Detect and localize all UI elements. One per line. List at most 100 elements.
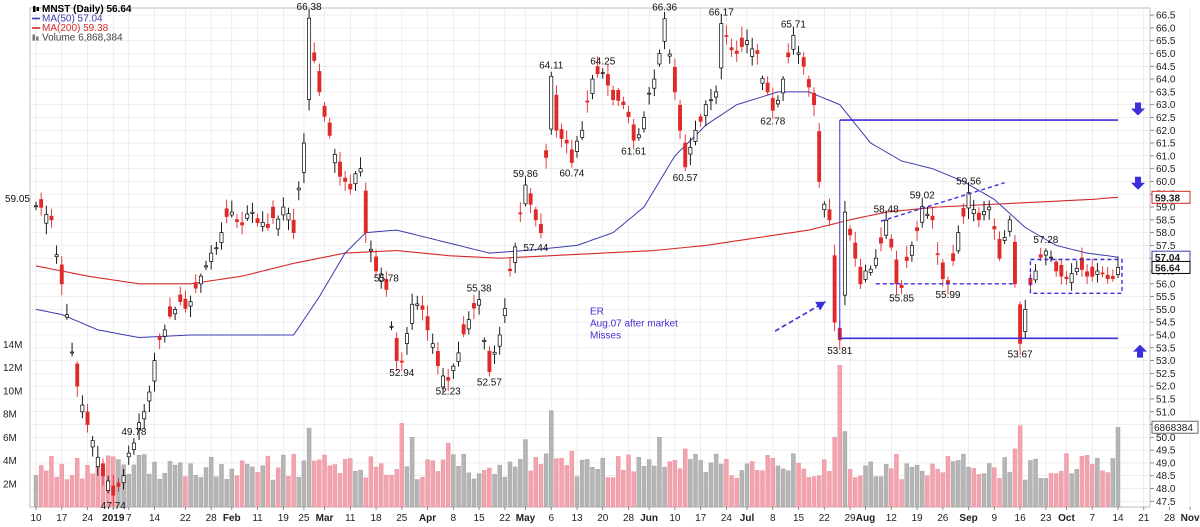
legend-entry: Volume 6,868,384 <box>42 33 123 44</box>
candle-body <box>672 66 677 93</box>
x-tick-label: 24 <box>82 513 94 524</box>
volume-bar <box>425 459 430 508</box>
y-tick-label: 60.0 <box>1156 177 1176 188</box>
candle-body <box>358 168 363 173</box>
volume-bar <box>868 461 873 508</box>
volume-bar <box>394 469 399 508</box>
volume-bar <box>889 468 894 508</box>
volume-bar <box>971 468 976 508</box>
candle-body <box>940 262 945 280</box>
volume-bar <box>512 466 518 508</box>
volume-bar <box>1074 469 1079 508</box>
volume-bar <box>38 465 44 508</box>
volume-bar <box>1038 478 1043 508</box>
candle-body <box>446 377 451 381</box>
candle-body <box>405 333 409 344</box>
volume-bar <box>760 470 765 508</box>
volume-bar <box>1023 479 1028 508</box>
x-tick-label: 22 <box>499 513 511 524</box>
y-tick-label: 54.5 <box>1156 318 1176 329</box>
candle-body <box>626 111 631 117</box>
candle-body <box>879 237 883 244</box>
candle-body <box>1110 275 1115 279</box>
y-tick-label: 58.5 <box>1156 215 1176 226</box>
candle-body <box>466 319 471 330</box>
candle-body <box>301 142 306 173</box>
price-annotation: 65.71 <box>781 19 806 30</box>
upper-trend-dashed <box>880 182 1005 222</box>
down-arrow-icon <box>1131 102 1145 116</box>
volume-bar <box>1115 427 1121 508</box>
candle-body <box>956 232 961 252</box>
volume-bar <box>430 460 435 508</box>
candle-body <box>600 72 605 75</box>
candle-body <box>142 411 147 420</box>
volume-bar <box>925 475 930 508</box>
volume-bar <box>327 465 332 508</box>
y-tick-label: 53.0 <box>1156 356 1176 367</box>
candle-body <box>322 105 327 117</box>
volume-bar <box>832 437 837 508</box>
volume-bar <box>482 470 487 508</box>
volume-bar <box>219 464 224 508</box>
y-tick-label: 64.5 <box>1156 62 1176 73</box>
volume-bar <box>265 455 271 508</box>
y-tick-label: 55.5 <box>1156 292 1176 303</box>
candle-body <box>585 100 590 103</box>
volume-bar <box>1033 458 1038 508</box>
candle-body <box>899 284 904 288</box>
volume-bar <box>126 474 131 508</box>
price-annotation: 55.38 <box>467 284 492 295</box>
y-tick-label: 58.0 <box>1156 228 1176 239</box>
volume-bar <box>1110 458 1116 508</box>
candle-body <box>168 306 172 317</box>
candle-body <box>472 303 476 309</box>
volume-bar <box>657 437 662 508</box>
x-tick-label: Aug <box>856 513 875 524</box>
candle-body <box>173 309 178 315</box>
volume-bar <box>641 465 647 508</box>
volume-bar <box>64 479 70 508</box>
candle-body <box>894 259 899 285</box>
volume-bar <box>342 459 348 508</box>
volume-bar <box>368 456 374 508</box>
price-annotation: 64.11 <box>539 60 564 71</box>
volume-bar <box>1100 470 1105 508</box>
candle-body <box>781 78 786 94</box>
volume-bar <box>178 462 183 508</box>
volume-bar <box>203 467 209 508</box>
candle-body <box>590 78 595 94</box>
volume-bar <box>703 472 709 508</box>
volume-bar <box>456 465 461 508</box>
volume-bar <box>791 453 796 508</box>
volume-bar <box>533 457 538 508</box>
candle-body <box>559 129 564 139</box>
candle-body <box>147 391 152 402</box>
y-tick-label: 48.0 <box>1156 484 1176 495</box>
volume-bar <box>507 461 513 508</box>
volume-bar <box>780 468 786 508</box>
volume-bar <box>1064 453 1069 508</box>
volume-bar <box>198 477 204 508</box>
x-tick-label: Jul <box>740 513 755 524</box>
volume-bar <box>698 460 703 508</box>
earnings-note-line: Misses <box>590 331 621 342</box>
volume-bar <box>672 459 678 508</box>
volume-bar <box>255 472 260 508</box>
x-tick-label: Feb <box>223 513 241 524</box>
x-tick-label: 11 <box>252 513 263 524</box>
volume-tag <box>1151 420 1199 434</box>
plot-frame <box>29 7 1151 508</box>
candle-body <box>477 299 482 306</box>
x-tick-label: 19 <box>911 513 923 524</box>
candle-body <box>209 252 214 262</box>
candle-body <box>631 124 636 141</box>
candle-body <box>317 71 322 93</box>
candle-body <box>101 463 105 477</box>
volume-bar <box>1017 425 1023 508</box>
candle-body <box>755 50 760 54</box>
volume-bar <box>626 454 631 508</box>
